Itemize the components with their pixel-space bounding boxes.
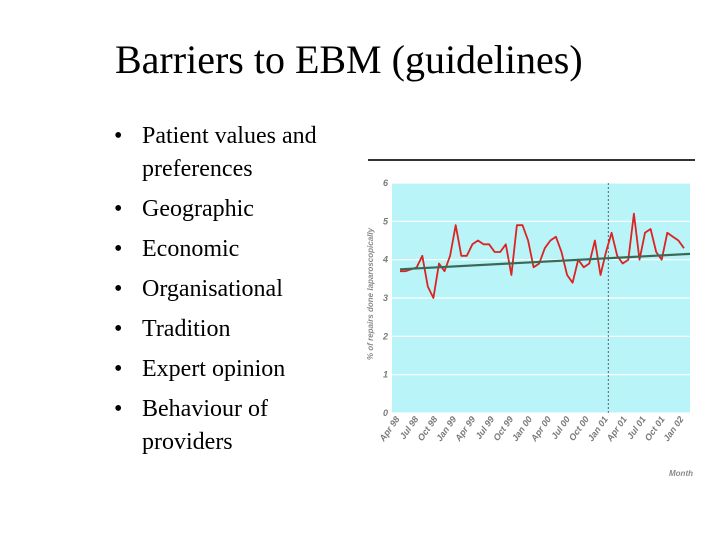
grid-lines [392,182,690,414]
y-tick-label: 2 [382,331,388,341]
bullet-item: • Behaviour of providers [110,393,360,459]
y-tick-label: 4 [382,255,388,265]
bullet-list: • Patient values and preferences • Geograph… [110,120,360,466]
bullet-text: Expert opinion [142,356,286,382]
bullet-text: Organisational [142,276,283,302]
bullet-symbol: • [114,356,123,382]
y-tick-label: 6 [383,178,389,188]
bullet-symbol: • [114,196,123,222]
bullet-text: Behaviour of providers [142,396,268,455]
bullet-item: • Patient values and preferences [110,120,360,186]
bullet-symbol: • [114,236,123,262]
slide-title: Barriers to EBM (guidelines) [115,37,583,82]
bullet-symbol: • [114,276,123,302]
bullet-text: Economic [142,236,240,262]
bullet-item: • Organisational [110,273,360,306]
bullet-symbol: • [114,316,123,342]
y-axis-label: % of repairs done laparoscopically [366,227,375,360]
series-line-observed [400,212,685,299]
bullet-item: • Tradition [110,313,360,346]
bullet-text: Geographic [142,196,254,222]
x-axis-label: Month [669,469,693,478]
bullet-item: • Geographic [110,193,360,226]
series-lines [399,212,691,299]
series-line-trend [399,252,691,271]
bullet-item: • Economic [110,233,360,266]
y-tick-label: 3 [383,293,388,303]
y-tick-label: 0 [383,408,388,418]
bullet-text: Tradition [142,316,231,342]
y-tick-label: 5 [383,216,389,226]
bullet-item: • Expert opinion [110,353,360,386]
bullet-symbol: • [114,123,123,149]
bullet-symbol: • [114,396,123,422]
y-tick-label: 1 [383,370,388,380]
bullet-text: Patient values and preferences [142,123,317,182]
y-axis-ticks: 0 1 2 3 4 5 6 [382,178,389,418]
